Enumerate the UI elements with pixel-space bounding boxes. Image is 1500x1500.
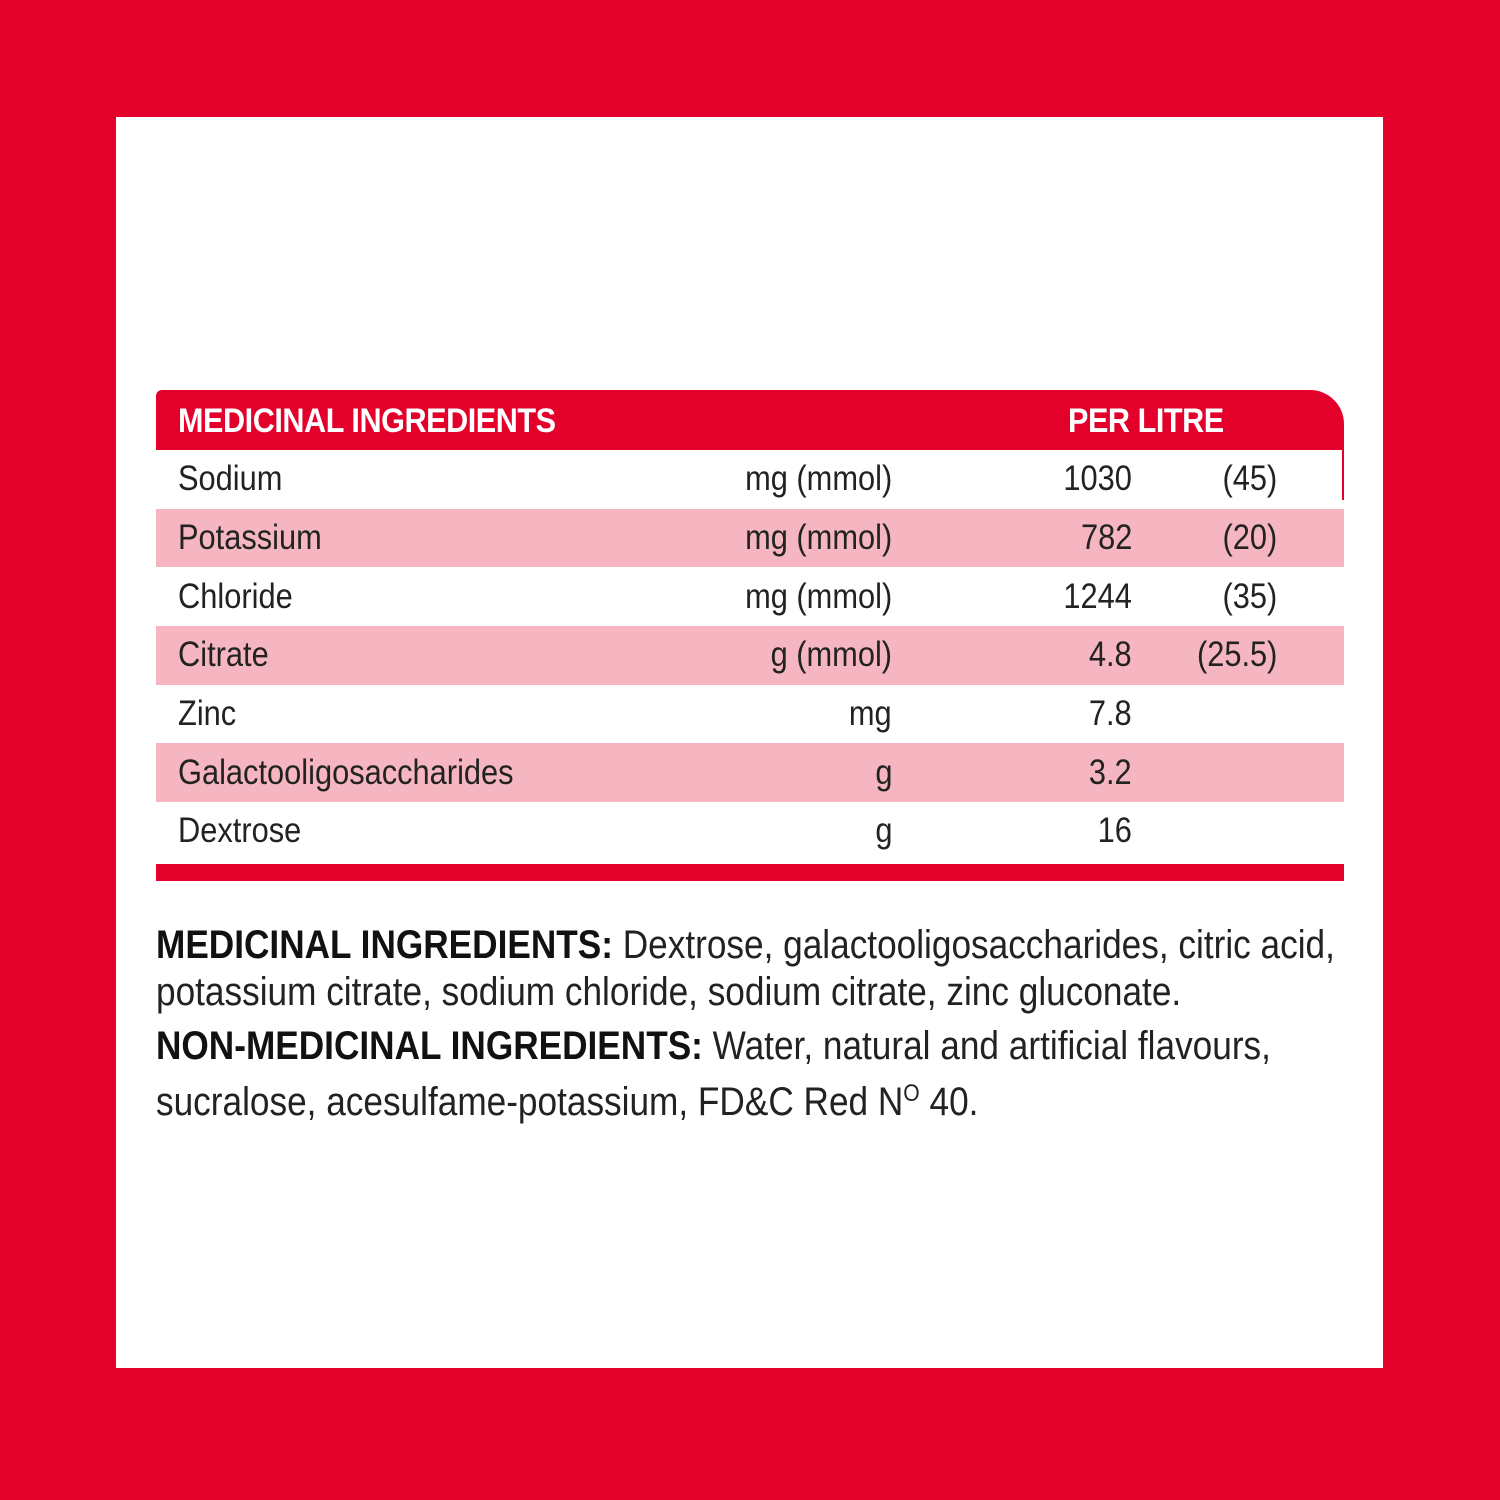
table-row: Potassium mg (mmol) 782 (20) bbox=[156, 508, 1344, 568]
ingredient-mmol: (45) bbox=[1222, 459, 1277, 499]
ingredient-value: 16 bbox=[1097, 811, 1132, 851]
medicinal-ingredients-note: MEDICINAL INGREDIENTS: Dextrose, galacto… bbox=[156, 922, 1353, 1016]
number-sign-superscript: O bbox=[903, 1080, 920, 1107]
ingredient-value: 1030 bbox=[1063, 459, 1132, 499]
header-per-litre: PER LITRE bbox=[1068, 402, 1224, 440]
table-row: Zinc mg 7.8 bbox=[156, 685, 1344, 744]
ingredient-name: Galactooligosaccharides bbox=[178, 752, 514, 792]
ingredient-unit: mg (mmol) bbox=[744, 459, 892, 499]
ingredient-unit: g bbox=[874, 811, 892, 851]
ingredient-value: 1244 bbox=[1063, 576, 1132, 616]
non-medicinal-tail: 40. bbox=[919, 1080, 979, 1124]
ingredient-unit: g bbox=[874, 752, 892, 792]
table-edge-line bbox=[1342, 450, 1344, 500]
ingredient-mmol: (35) bbox=[1222, 576, 1277, 616]
ingredient-mmol: (20) bbox=[1222, 518, 1277, 558]
ingredient-mmol: (25.5) bbox=[1196, 635, 1277, 675]
ingredient-name: Citrate bbox=[178, 635, 269, 675]
non-medicinal-label: NON-MEDICINAL INGREDIENTS: bbox=[156, 1024, 703, 1068]
ingredient-value: 4.8 bbox=[1089, 635, 1132, 675]
table-row: Galactooligosaccharides g 3.2 bbox=[156, 743, 1344, 803]
ingredient-value: 3.2 bbox=[1089, 752, 1132, 792]
ingredient-unit: mg (mmol) bbox=[744, 576, 892, 616]
header-ingredients: MEDICINAL INGREDIENTS bbox=[178, 402, 556, 440]
table-header: MEDICINAL INGREDIENTS PER LITRE bbox=[156, 390, 1344, 450]
table-row: Sodium mg (mmol) 1030 (45) bbox=[156, 450, 1344, 509]
white-panel bbox=[116, 117, 1383, 1368]
ingredient-unit: mg (mmol) bbox=[744, 518, 892, 558]
medicinal-label: MEDICINAL INGREDIENTS: bbox=[156, 923, 613, 967]
ingredient-name: Potassium bbox=[178, 518, 322, 558]
table-footer-bar bbox=[156, 863, 1344, 881]
ingredient-value: 782 bbox=[1080, 518, 1132, 558]
ingredient-name: Chloride bbox=[178, 576, 293, 616]
ingredient-unit: mg bbox=[849, 694, 892, 734]
table-row: Dextrose g 16 bbox=[156, 802, 1344, 861]
ingredient-name: Sodium bbox=[178, 459, 283, 499]
table-row: Chloride mg (mmol) 1244 (35) bbox=[156, 567, 1344, 626]
non-medicinal-ingredients-note: NON-MEDICINAL INGREDIENTS: Water, natura… bbox=[156, 1023, 1353, 1126]
ingredient-value: 7.8 bbox=[1089, 694, 1132, 734]
ingredient-notes: MEDICINAL INGREDIENTS: Dextrose, galacto… bbox=[156, 922, 1356, 1133]
ingredient-name: Dextrose bbox=[178, 811, 302, 851]
ingredient-name: Zinc bbox=[178, 694, 237, 734]
medicinal-text: Dextrose, galactooligosaccharides, citri… bbox=[156, 923, 1335, 1014]
table-row: Citrate g (mmol) 4.8 (25.5) bbox=[156, 626, 1344, 685]
ingredients-table: MEDICINAL INGREDIENTS PER LITRE Sodium m… bbox=[156, 390, 1344, 881]
ingredient-unit: g (mmol) bbox=[770, 635, 892, 675]
non-medicinal-text: Water, natural and artificial flavours, … bbox=[156, 1024, 1271, 1124]
